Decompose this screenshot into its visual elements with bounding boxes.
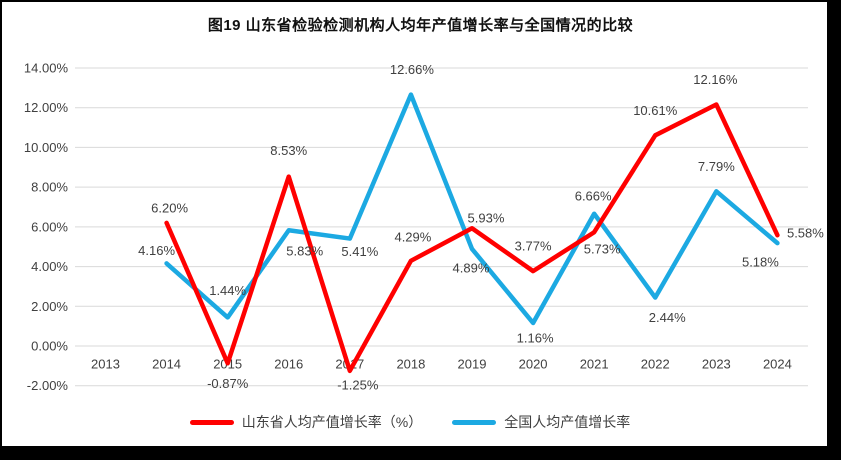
- y-axis-tick-label: -2.00%: [27, 378, 69, 393]
- y-axis-tick-label: 8.00%: [31, 180, 68, 195]
- data-label: 7.79%: [698, 159, 735, 174]
- data-label: 5.41%: [341, 244, 378, 259]
- series-line-national: [164, 92, 780, 326]
- data-label: 12.16%: [693, 72, 738, 87]
- x-axis-tick-label: 2019: [458, 357, 487, 372]
- data-label: 4.89%: [453, 260, 490, 275]
- x-axis-tick-label: 2021: [580, 357, 609, 372]
- legend-item-shandong[interactable]: 山东省人均产值增长率（%）: [189, 412, 423, 432]
- chart-title: 图19 山东省检验检测机构人均年产值增长率与全国情况的比较: [207, 17, 634, 34]
- data-label: 5.58%: [787, 226, 824, 241]
- chart-legend: 山东省人均产值增长率（%） 全国人均产值增长率: [0, 411, 820, 433]
- data-label: 1.44%: [209, 283, 246, 298]
- x-axis-tick-label: 2018: [396, 357, 425, 372]
- data-label: 4.29%: [394, 229, 431, 244]
- data-label: -1.25%: [337, 377, 379, 392]
- data-label: 10.61%: [633, 103, 678, 118]
- x-axis-tick-label: 2013: [91, 357, 120, 372]
- screen-edge-left: [0, 0, 2, 460]
- y-axis-tick-label: 0.00%: [31, 339, 68, 354]
- x-axis-tick-label: 2022: [641, 357, 670, 372]
- data-label: 12.66%: [390, 62, 435, 77]
- y-axis-tick-label: 2.00%: [31, 299, 68, 314]
- data-label: 2.44%: [649, 310, 686, 325]
- screen-edge-bottom: [0, 446, 841, 460]
- data-label: 4.16%: [138, 243, 175, 258]
- x-axis-tick-label: 2016: [274, 357, 303, 372]
- x-axis-tick-label: 2023: [702, 357, 731, 372]
- x-axis-tick-label: 2014: [152, 357, 181, 372]
- data-label: 5.93%: [468, 211, 505, 226]
- legend-label-shandong: 山东省人均产值增长率（%）: [241, 414, 423, 430]
- x-axis-tick-label: 2020: [519, 357, 548, 372]
- data-label: 6.66%: [575, 188, 612, 203]
- data-label: 6.20%: [151, 200, 188, 215]
- screen-edge-right: [827, 0, 841, 460]
- data-label: -0.87%: [207, 376, 249, 391]
- y-axis-tick-label: 14.00%: [24, 61, 69, 76]
- series-line-shandong: [164, 102, 780, 374]
- legend-line-swatch-red: [189, 419, 234, 425]
- y-axis-tick-label: 4.00%: [31, 259, 68, 274]
- data-label: 3.77%: [515, 239, 552, 254]
- data-label: 8.53%: [270, 143, 307, 158]
- screen-edge-top: [0, 0, 841, 2]
- data-label: 5.73%: [584, 242, 621, 257]
- data-label: 5.18%: [742, 255, 779, 270]
- legend-line-swatch-blue: [452, 419, 497, 425]
- data-label: 5.83%: [286, 244, 323, 259]
- legend-label-national: 全国人均产值增长率: [504, 414, 631, 430]
- y-axis-tick-label: 10.00%: [24, 140, 69, 155]
- legend-item-national[interactable]: 全国人均产值增长率: [452, 412, 630, 432]
- data-label: 1.16%: [517, 330, 554, 345]
- y-axis-tick-label: 12.00%: [24, 100, 69, 115]
- x-axis-tick-label: 2024: [763, 357, 792, 372]
- y-axis-tick-label: 6.00%: [31, 219, 68, 234]
